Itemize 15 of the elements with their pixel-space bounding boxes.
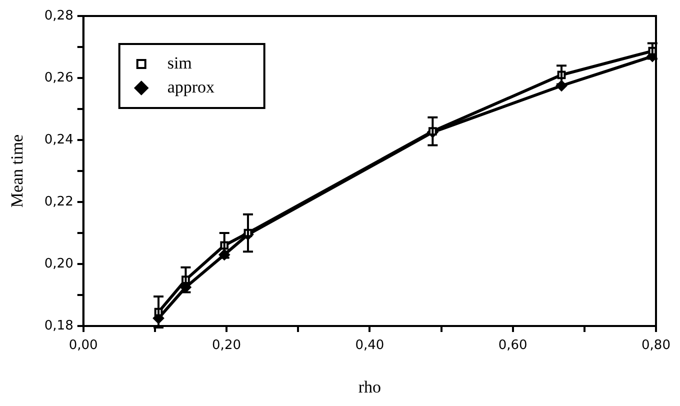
x-tick-label: 0,00 (68, 338, 98, 354)
x-tick-label: 0,40 (355, 338, 384, 354)
y-axis-title: Mean time (8, 134, 27, 208)
y-tick-label: 0,18 (44, 318, 74, 334)
y-tick-label: 0,22 (44, 194, 74, 210)
y-tick-label: 0,26 (44, 70, 74, 86)
x-axis-title: rho (358, 377, 382, 396)
legend-label: sim (167, 53, 192, 72)
x-tick-label: 0,60 (498, 338, 528, 354)
y-tick-label: 0,20 (44, 256, 74, 272)
x-tick-label: 0,80 (642, 338, 670, 354)
y-tick-label: 0,28 (44, 8, 74, 24)
x-tick-label: 0,20 (212, 338, 241, 354)
y-tick-label: 0,24 (44, 132, 74, 148)
legend-label: approx (167, 77, 216, 96)
